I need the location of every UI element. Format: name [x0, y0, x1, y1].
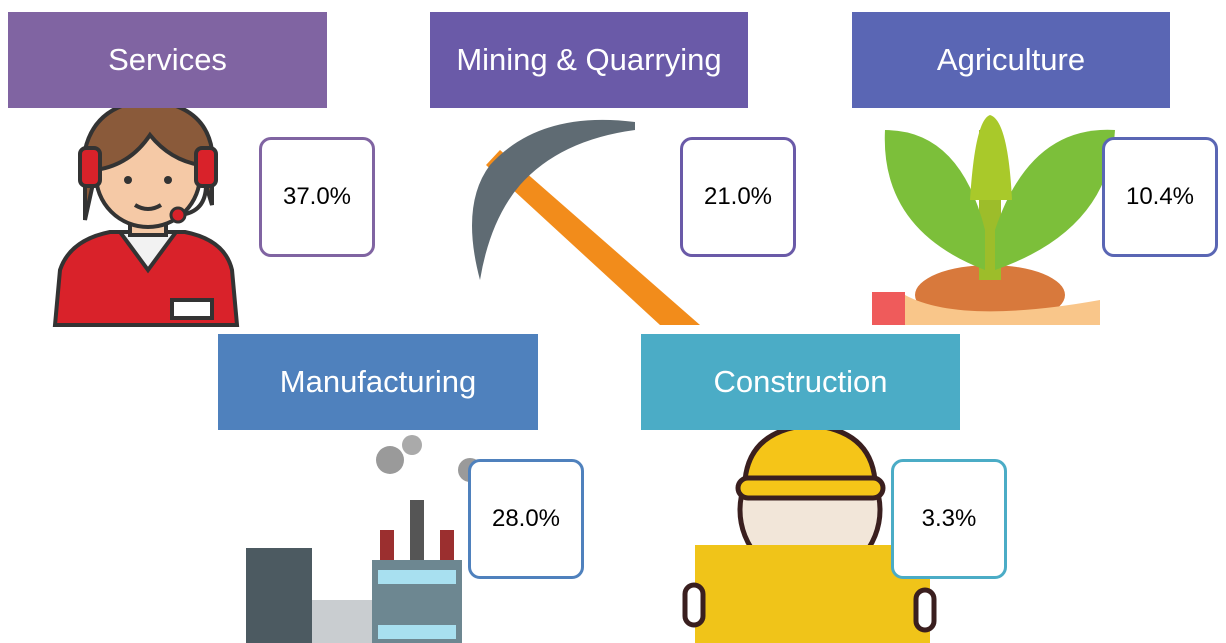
sector-share: 3.3%	[891, 459, 1007, 579]
infographic: Services Mining & Quarrying Agriculture …	[0, 0, 1226, 643]
sector-heading: Manufacturing	[218, 334, 538, 430]
sector-heading: Construction	[641, 334, 960, 430]
sector-heading: Services	[8, 12, 327, 108]
sector-share: 37.0%	[259, 137, 375, 257]
manufacturing-icon	[246, 435, 482, 643]
sector-heading: Mining & Quarrying	[430, 12, 748, 108]
mining-icon	[472, 120, 700, 325]
services-icon	[55, 100, 237, 325]
agriculture-icon	[872, 115, 1115, 325]
sector-share: 10.4%	[1102, 137, 1218, 257]
sector-share: 28.0%	[468, 459, 584, 579]
sector-share: 21.0%	[680, 137, 796, 257]
sector-heading: Agriculture	[852, 12, 1170, 108]
